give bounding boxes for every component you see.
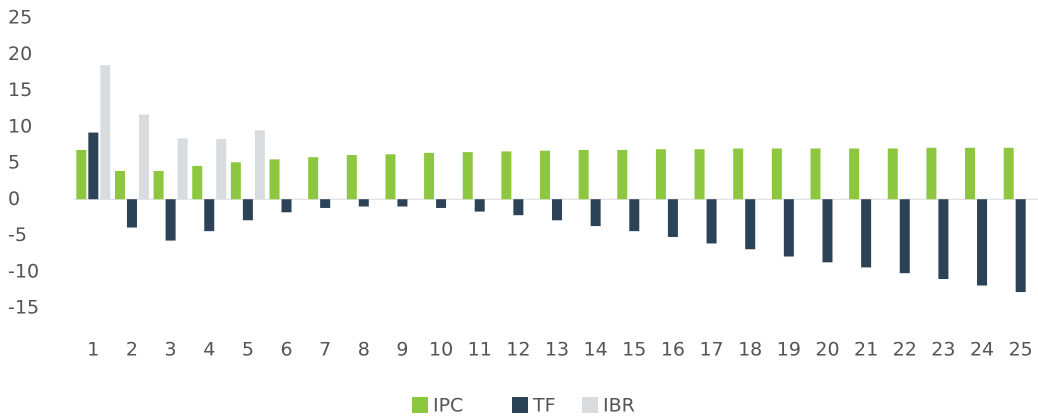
bar	[501, 151, 512, 200]
bar	[1015, 199, 1026, 293]
bar	[733, 148, 744, 200]
bar	[540, 150, 550, 200]
x-tick-label: 17	[699, 339, 723, 361]
x-tick-label: 25	[1009, 339, 1033, 361]
x-tick-label: 18	[738, 339, 762, 361]
y-tick-label: -10	[8, 260, 39, 282]
x-tick-label: 4	[203, 339, 215, 361]
bar	[1003, 147, 1014, 200]
x-tick-label: 16	[661, 339, 685, 361]
x-tick-label: 23	[931, 339, 955, 361]
bar	[397, 199, 408, 207]
x-tick-label: 13	[545, 339, 569, 361]
y-tick-label: -15	[8, 297, 39, 319]
bar	[204, 199, 215, 232]
y-tick-label: 15	[8, 79, 32, 101]
y-tick-label: 10	[8, 115, 32, 137]
bar	[474, 199, 485, 212]
bar	[242, 199, 253, 221]
x-tick-label: 24	[970, 339, 994, 361]
legend-swatch	[582, 397, 598, 413]
bar	[938, 199, 949, 279]
y-tick-label: -5	[8, 224, 27, 246]
bar	[578, 149, 589, 200]
bar	[216, 139, 227, 200]
x-tick-label: 3	[165, 339, 177, 361]
legend-swatch	[512, 397, 528, 413]
bar	[126, 199, 137, 228]
y-tick-label: 0	[8, 188, 20, 210]
y-tick-label: 20	[8, 43, 32, 65]
x-tick-label: 20	[815, 339, 839, 361]
bar	[771, 148, 782, 200]
x-tick-label: 12	[506, 339, 530, 361]
bar	[76, 149, 87, 200]
x-tick-label: 6	[280, 339, 292, 361]
bar	[899, 199, 910, 274]
x-tick-label: 15	[622, 339, 646, 361]
bar	[436, 199, 447, 208]
bar	[153, 170, 164, 200]
bar	[513, 199, 524, 216]
legend-label: TF	[532, 395, 556, 417]
bar	[849, 148, 860, 200]
bar	[346, 155, 357, 200]
bar	[629, 199, 640, 232]
x-tick-label: 1	[87, 339, 99, 361]
bar	[320, 199, 331, 208]
bar	[254, 130, 265, 200]
bar	[138, 114, 149, 200]
bar	[977, 199, 988, 286]
bar	[385, 154, 396, 200]
bar	[269, 159, 280, 200]
bar	[308, 157, 319, 200]
y-tick-label: 5	[8, 152, 20, 174]
bar	[88, 132, 99, 200]
bar	[100, 65, 111, 200]
legend-label: IPC	[433, 395, 463, 417]
bar	[281, 199, 292, 213]
bar	[552, 199, 562, 221]
x-tick-label: 11	[468, 339, 492, 361]
x-tick-label: 22	[893, 339, 917, 361]
legend-label: IBR	[603, 395, 635, 417]
bar	[358, 199, 369, 207]
bar	[655, 149, 666, 200]
bar	[822, 199, 833, 263]
bar	[617, 149, 628, 200]
bar	[810, 148, 821, 200]
bar	[462, 152, 473, 200]
x-tick-label: 8	[358, 339, 370, 361]
bar	[694, 149, 705, 200]
bar	[114, 170, 125, 200]
bar	[926, 147, 937, 200]
y-tick-label: 25	[8, 7, 32, 29]
bar	[165, 199, 176, 241]
x-tick-label: 7	[319, 339, 331, 361]
bar	[887, 148, 898, 200]
legend-swatch	[412, 397, 428, 413]
bar	[590, 199, 601, 227]
bar	[424, 152, 435, 200]
bar	[965, 147, 976, 200]
x-tick-label: 19	[777, 339, 801, 361]
x-tick-label: 14	[584, 339, 608, 361]
bar	[230, 162, 241, 200]
x-tick-label: 9	[396, 339, 408, 361]
x-tick-label: 2	[126, 339, 138, 361]
bar	[177, 138, 188, 200]
bar	[783, 199, 794, 257]
x-tick-label: 10	[429, 339, 453, 361]
bar	[706, 199, 717, 244]
bar	[667, 199, 678, 237]
bar	[192, 165, 203, 200]
bar	[745, 199, 756, 250]
x-tick-label: 5	[242, 339, 254, 361]
x-tick-label: 21	[854, 339, 878, 361]
bar	[861, 199, 872, 268]
